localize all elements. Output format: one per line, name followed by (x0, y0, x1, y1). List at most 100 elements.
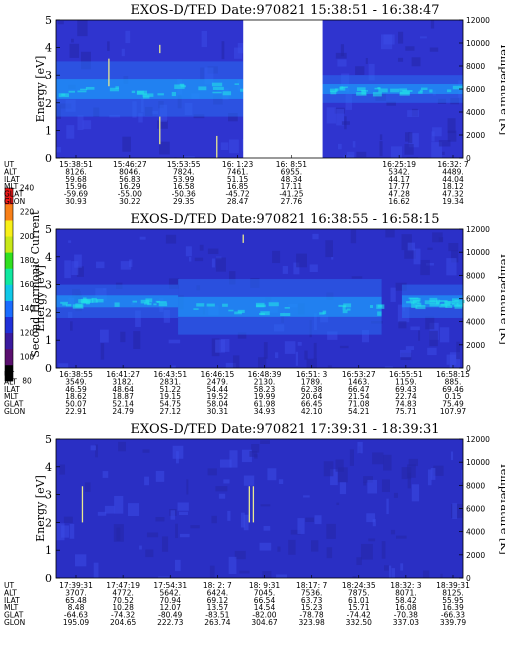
spectrogram-cell (397, 57, 404, 62)
panel-title: EXOS-D/TED Date:970821 16:38:55 - 16:58:… (130, 212, 439, 227)
spectrogram-cell (114, 495, 124, 514)
band-cell (378, 88, 388, 93)
table-cell: 2130. (254, 377, 275, 386)
spectrogram-cell (366, 513, 376, 523)
y-tick-label: 2 (45, 306, 52, 319)
spectrogram-cell (59, 464, 66, 475)
spectrogram-cell (420, 259, 430, 276)
table-cell: 75.49 (442, 400, 464, 409)
spectrogram-cell (69, 43, 80, 58)
table-cell: 16:48:39 (248, 370, 282, 379)
band-cell (80, 88, 88, 91)
table-cell: 18.87 (112, 392, 134, 401)
spectrogram-cell (104, 505, 115, 514)
band-cell (444, 300, 455, 304)
band-cell (196, 303, 205, 307)
table-cell: 66.54 (254, 596, 276, 605)
band-cell (72, 304, 84, 309)
spectrogram-cell (234, 550, 246, 560)
spectrogram-cell (263, 342, 268, 359)
spectrogram-cell (390, 287, 396, 302)
y-right-tick-label: 12000 (466, 225, 490, 234)
spectrogram-cell (314, 515, 322, 525)
y-tick-label: 3 (45, 279, 52, 292)
panel-1: EXOS-D/TED Date:970821 15:38:51 - 16:38:… (4, 3, 505, 206)
spectrogram-cell (440, 573, 443, 578)
colorbar-tick-label: 200 (20, 232, 35, 241)
spectrogram-cell (408, 132, 413, 144)
table-cell: 17.77 (388, 182, 410, 191)
spectrogram-cell (159, 141, 170, 155)
spectrogram-cell (267, 468, 277, 481)
table-cell: 16: 8:51 (276, 160, 308, 169)
band-cell (132, 300, 138, 303)
spectrogram-cell (129, 259, 133, 267)
table-cell: 8126. (65, 167, 86, 176)
spectrogram-cell (393, 492, 398, 498)
band-cell (114, 302, 120, 307)
table-cell: 8.48 (68, 603, 85, 612)
colorbar-tick-label: 240 (20, 184, 35, 193)
spectrogram-cell (178, 511, 189, 516)
spectrogram-cell (185, 246, 192, 257)
table-cell: 58.23 (254, 385, 276, 394)
spectrogram-cell (405, 346, 415, 350)
spectrogram-cell (339, 481, 347, 495)
spectrogram-cell (341, 121, 350, 125)
spectrogram-cell (406, 156, 419, 158)
spectrogram-cell (179, 533, 190, 538)
table-cell: 885. (445, 377, 462, 386)
table-cell: 3182. (112, 377, 133, 386)
y-right-axis-label: Temperature [K] (498, 252, 505, 344)
table-cell: 28.47 (227, 197, 249, 206)
spectrogram-cell (282, 266, 288, 274)
colorbar-swatch (5, 332, 13, 350)
y-right-tick-label: 2000 (466, 131, 485, 140)
band-cell (417, 302, 422, 307)
table-cell: -74.42 (347, 611, 371, 620)
band-cell (91, 299, 98, 303)
spectrogram-cell (227, 510, 231, 521)
table-row-label: ILAT (4, 596, 20, 605)
spectrogram-cell (297, 341, 302, 346)
band-cell (356, 87, 366, 92)
band-cell (339, 87, 346, 91)
y-right-tick-label: 10000 (466, 458, 490, 467)
table-row-label: GLAT (4, 190, 24, 199)
spectrogram-cell (303, 495, 310, 498)
colorbar-swatch (5, 364, 13, 382)
spectrogram-cell (194, 257, 204, 262)
spectrogram-cell (157, 120, 168, 129)
spectrogram-cell (419, 36, 427, 39)
table-row-label: GLAT (4, 611, 24, 620)
band-cell (237, 309, 245, 313)
colorbar-swatch (5, 236, 13, 253)
y-axis-label: Energy [eV] (34, 265, 47, 332)
band-cell (411, 303, 418, 308)
y-tick-label: 4 (45, 251, 52, 264)
spectrogram-cell (209, 565, 215, 578)
table-cell: 18.62 (65, 392, 87, 401)
spectrogram-cell (138, 113, 143, 123)
spectrogram-cell (365, 58, 368, 64)
table-cell: 263.74 (204, 618, 230, 627)
spectrogram-cell (452, 503, 458, 519)
band-cell (330, 90, 337, 95)
table-cell: 48.34 (281, 175, 303, 184)
spectrogram-cell (381, 541, 386, 559)
spectrogram-cell (379, 134, 383, 141)
spectrogram-cell (336, 108, 344, 126)
spectrogram-cell (177, 502, 189, 511)
table-cell: -50.36 (172, 190, 196, 199)
band-cell (342, 309, 348, 314)
spectrogram-cell (139, 545, 142, 550)
colorbar-swatch (5, 316, 13, 334)
table-cell: 44.04 (442, 175, 464, 184)
table-cell: 22.74 (395, 392, 417, 401)
table-cell: 337.03 (393, 618, 419, 627)
spectrogram-cell (99, 329, 109, 343)
band-cell (390, 88, 400, 93)
band-cell (446, 89, 452, 93)
y-tick-label: 3 (45, 489, 52, 502)
